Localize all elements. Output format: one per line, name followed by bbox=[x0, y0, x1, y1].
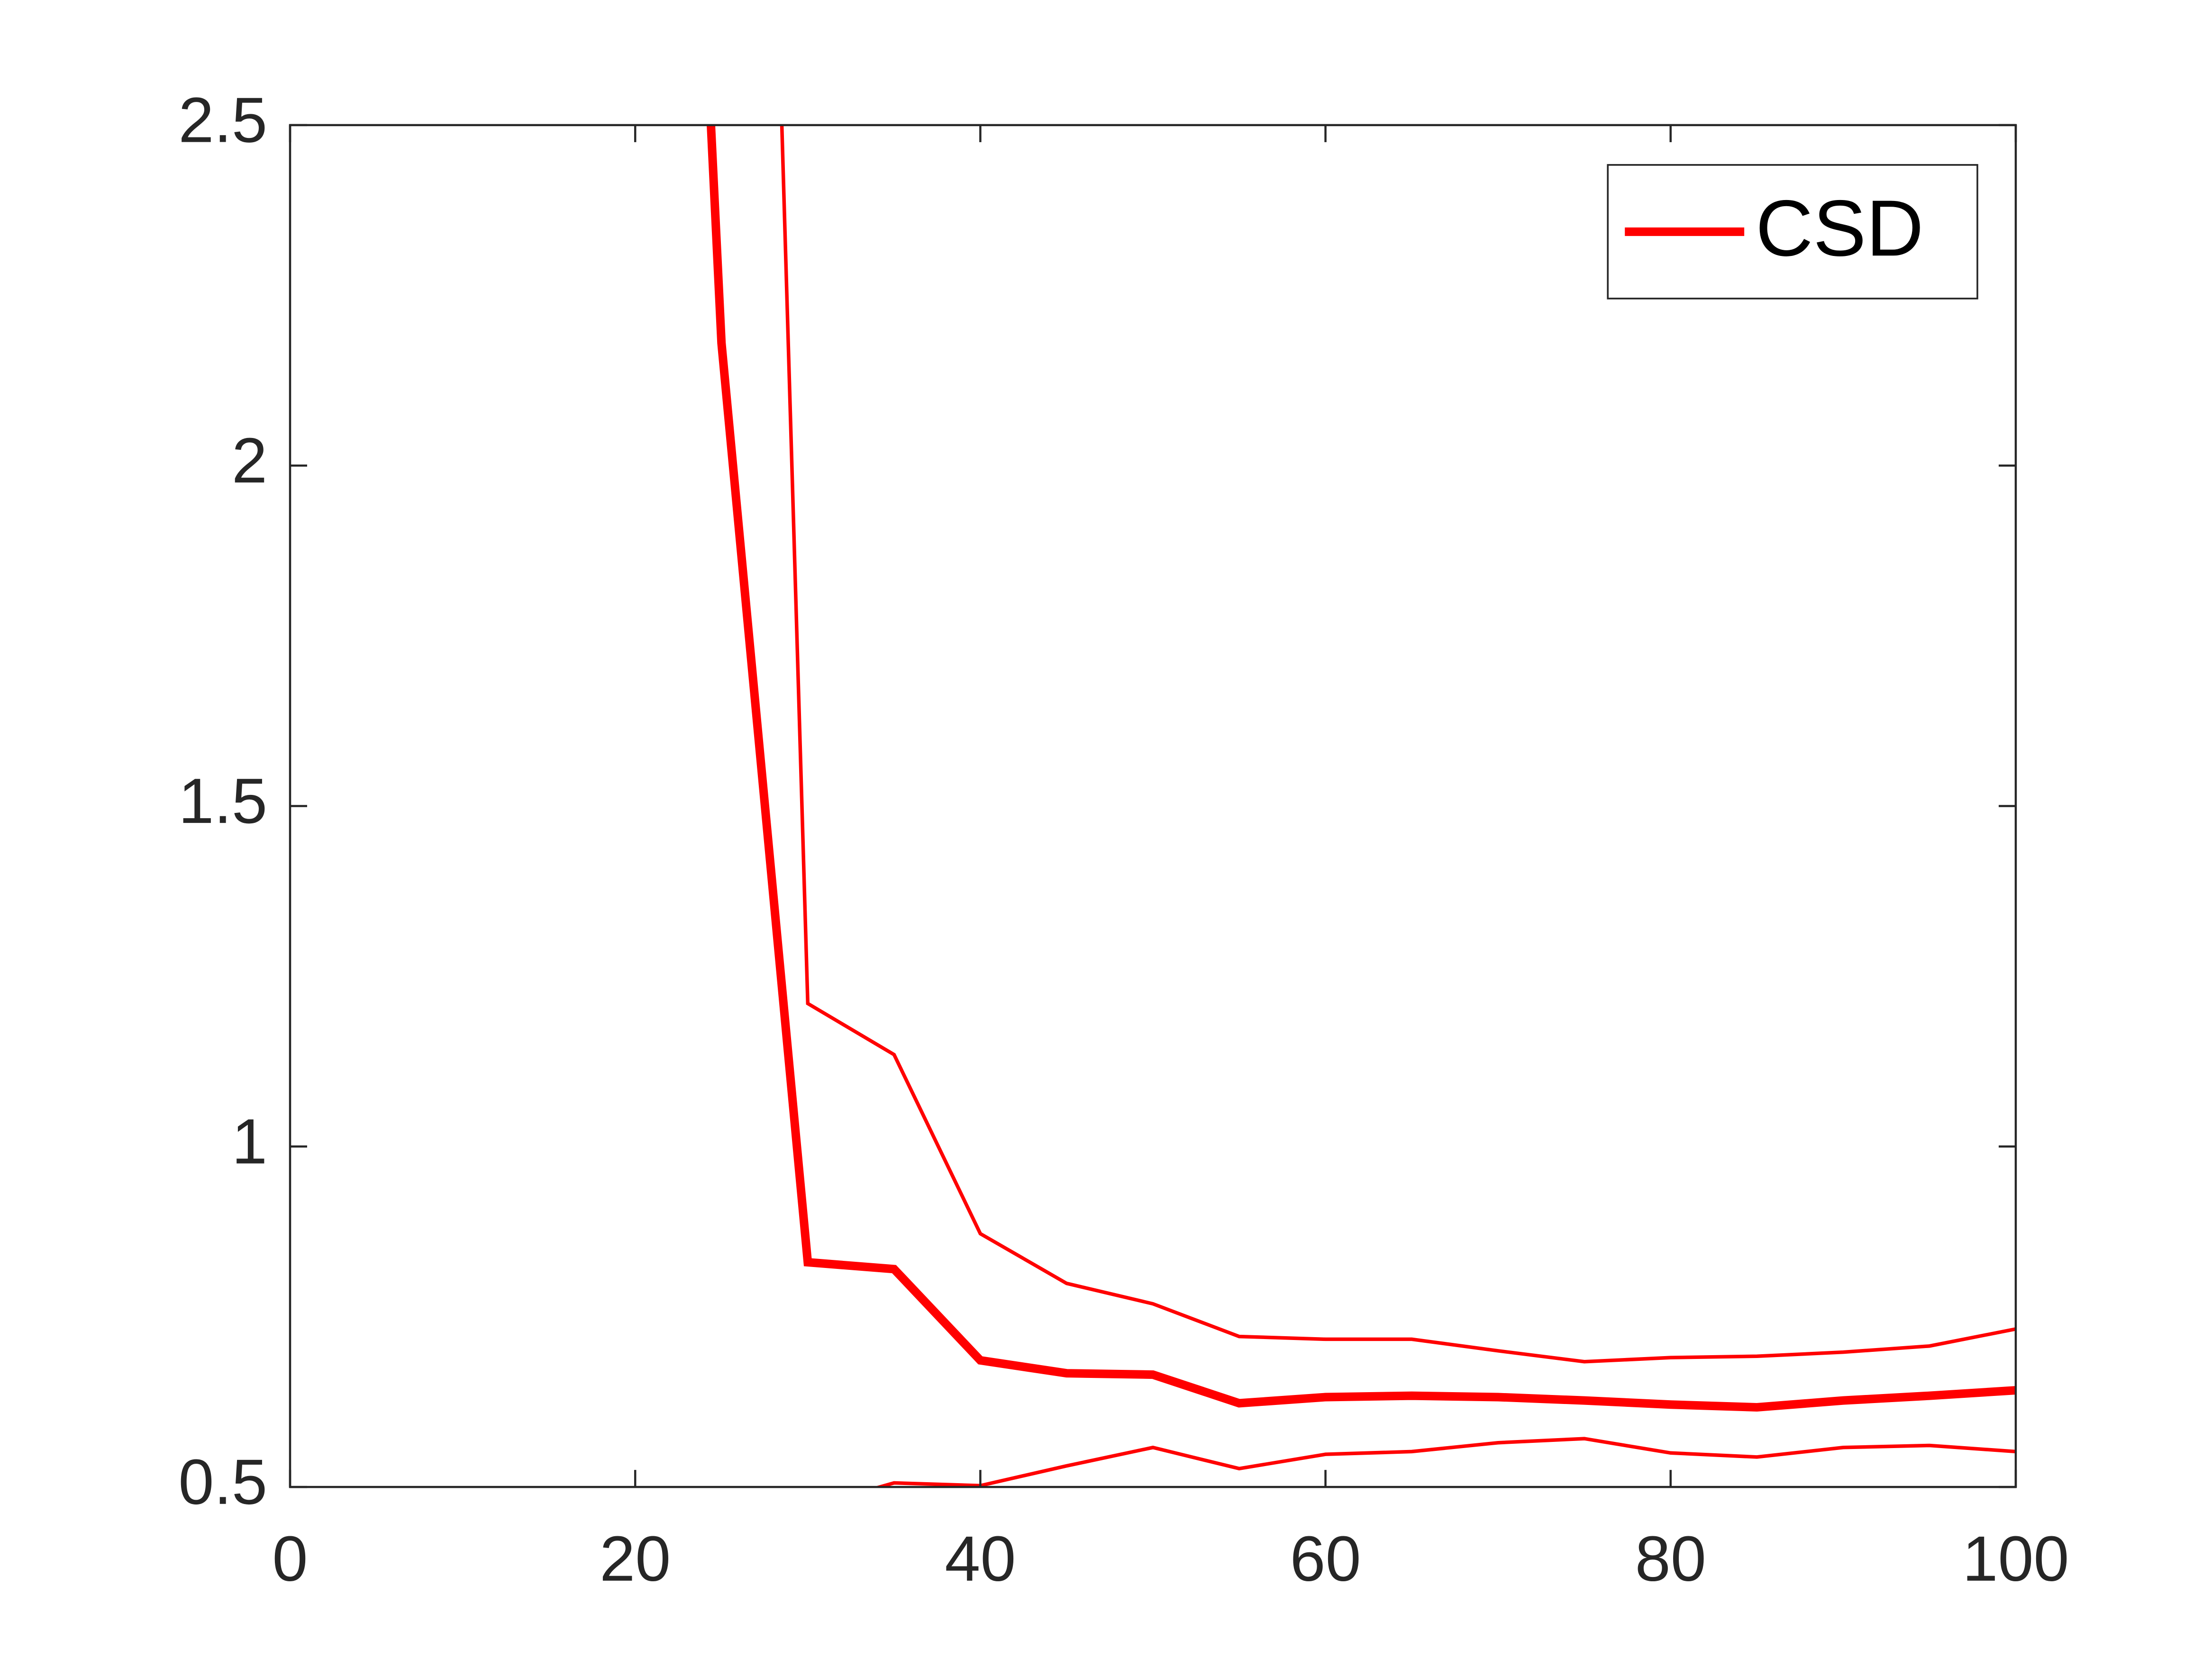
x-tick-label: 20 bbox=[600, 1523, 671, 1595]
plot-area bbox=[706, 125, 2016, 1487]
y-tick-label: 1.5 bbox=[178, 765, 267, 837]
x-tick-label: 40 bbox=[945, 1523, 1016, 1595]
x-tick-label: 60 bbox=[1290, 1523, 1361, 1595]
series-line bbox=[873, 1437, 2016, 1487]
series-line bbox=[780, 125, 2016, 1364]
y-tick-label: 2 bbox=[232, 425, 267, 496]
legend-label: CSD bbox=[1756, 183, 1924, 273]
y-tick-label: 1 bbox=[232, 1105, 267, 1177]
x-tick-label: 100 bbox=[1962, 1523, 2069, 1595]
x-tick-label: 80 bbox=[1635, 1523, 1706, 1595]
x-tick-label: 0 bbox=[272, 1523, 308, 1595]
y-tick-label: 0.5 bbox=[178, 1446, 267, 1518]
y-tick-label: 2.5 bbox=[178, 84, 267, 156]
series-line bbox=[706, 125, 2016, 1412]
